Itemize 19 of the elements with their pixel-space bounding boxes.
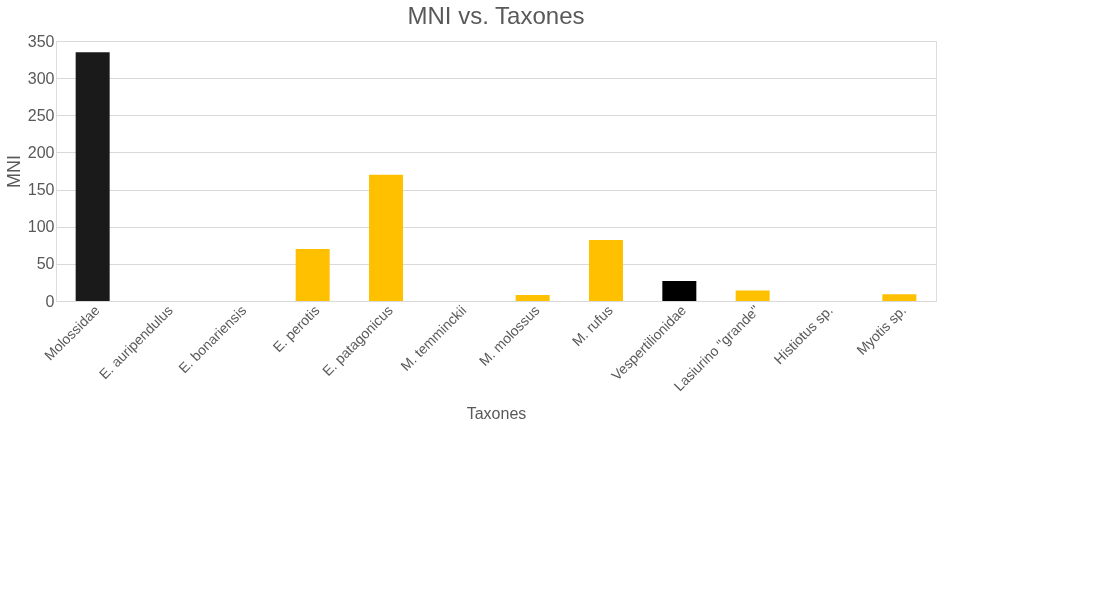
bar xyxy=(515,295,550,301)
y-tick-label: 300 xyxy=(27,69,55,87)
y-tick-label: 350 xyxy=(27,32,55,50)
y-tick-label: 100 xyxy=(27,218,55,236)
y-tick-label: 150 xyxy=(27,181,55,199)
y-axis-title: MNI xyxy=(3,155,24,188)
x-axis-title: Taxones xyxy=(466,405,527,423)
y-tick-label: 50 xyxy=(36,255,55,273)
bar xyxy=(589,240,623,301)
y-tick-label: 250 xyxy=(27,106,55,124)
bar xyxy=(295,249,330,301)
y-tick-label: 200 xyxy=(27,143,55,161)
bar xyxy=(882,294,917,301)
chart-title: MNI vs. Taxones xyxy=(407,2,585,29)
bar xyxy=(662,280,697,301)
bar xyxy=(369,174,403,301)
bar xyxy=(75,52,110,301)
y-tick-label: 0 xyxy=(45,292,55,310)
bar xyxy=(735,290,770,301)
